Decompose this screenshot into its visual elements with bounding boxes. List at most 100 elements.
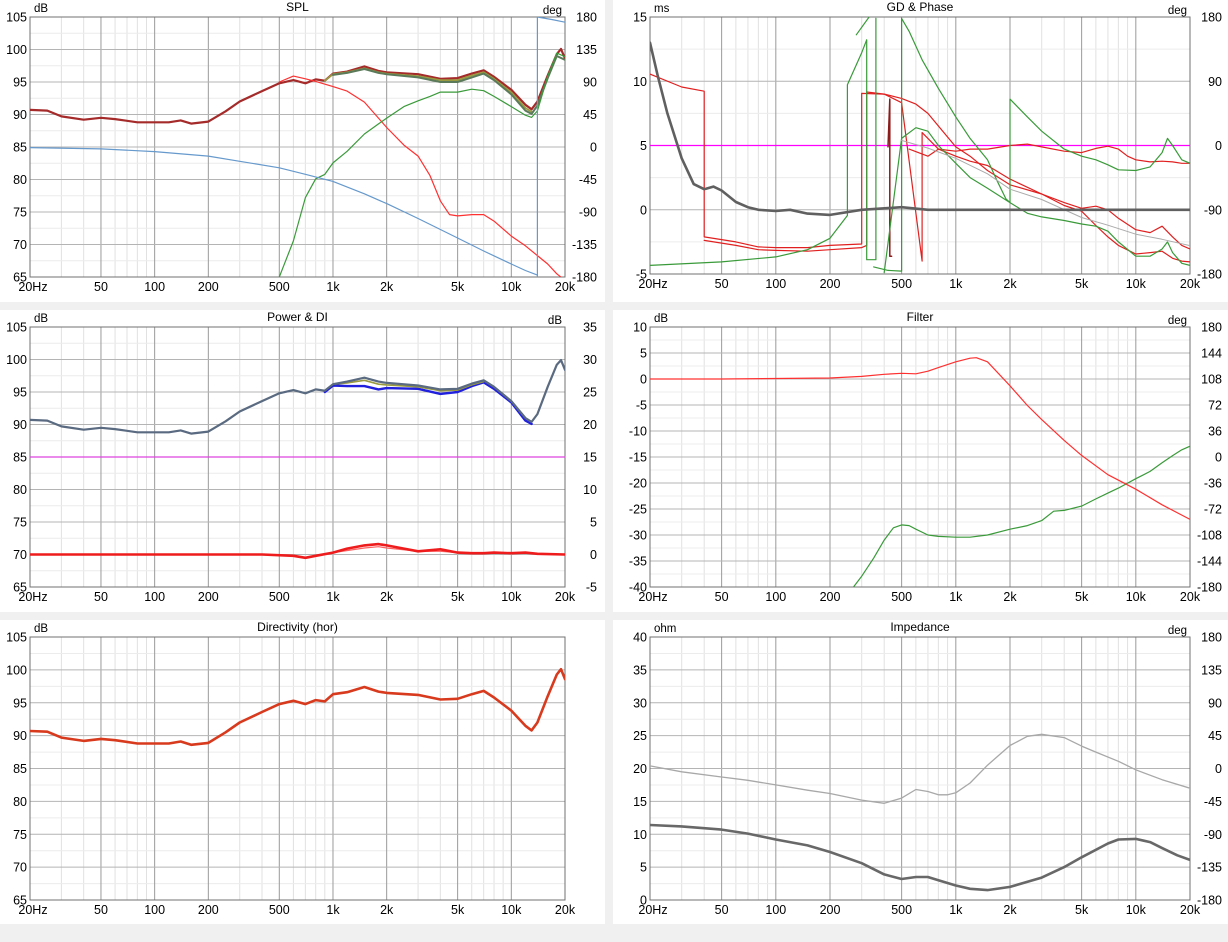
- x-tick-label: 20k: [555, 280, 576, 294]
- y-tick-label: 10: [633, 321, 647, 335]
- y-tick-label: 5: [640, 347, 647, 361]
- y-tick-label: 75: [13, 516, 27, 530]
- y2-tick-label: 45: [583, 108, 597, 122]
- x-tick-label: 20Hz: [638, 903, 667, 917]
- x-tick-label: 10k: [501, 280, 522, 294]
- series-line-6: [650, 17, 877, 266]
- left-unit-label: dB: [34, 313, 48, 325]
- series-group: [650, 357, 1190, 587]
- y-tick-label: 70: [13, 548, 27, 562]
- y-tick-label: -30: [629, 529, 647, 543]
- x-tick-label: 20k: [1180, 590, 1201, 604]
- chart-svg: Power & DI dB dB 65 70 75 80 85 90 95 100 105 -5 0 5 10…: [6, 310, 597, 604]
- y-tick-label: -35: [629, 555, 647, 569]
- y2-tick-label: -90: [579, 206, 597, 220]
- y-tick-label: 65: [13, 271, 27, 285]
- y2-tick-label: -90: [1204, 828, 1222, 842]
- plot-frame: [649, 326, 1191, 588]
- series-line-3: [332, 55, 565, 115]
- y2-tick-label: 0: [1215, 762, 1222, 776]
- left-unit-label: dB: [34, 3, 48, 15]
- right-unit-label: deg: [543, 5, 562, 17]
- y2-tick-label: 30: [583, 353, 597, 367]
- left-unit-label: dB: [34, 623, 48, 635]
- x-tick-label: 20k: [555, 903, 576, 917]
- y-tick-label: 65: [13, 894, 27, 908]
- left-unit-label: dB: [654, 313, 668, 325]
- plot-frame: [29, 636, 566, 901]
- x-tick-label: 1k: [949, 590, 963, 604]
- series-line-10: [901, 139, 1190, 247]
- y2-tick-label: 0: [1215, 451, 1222, 465]
- x-tick-label: 2k: [1003, 277, 1017, 291]
- chart-svg: GD & Phase ms deg -5 0 5 10 15 -180 -90 0 90 180 20Hz…: [633, 0, 1222, 291]
- x-tick-label: 500: [891, 277, 912, 291]
- y-tick-label: 15: [633, 11, 647, 25]
- series-line-2: [323, 381, 533, 426]
- plot-frame: [649, 636, 1191, 901]
- chart-title: SPL: [286, 0, 309, 14]
- x-tick-label: 5k: [451, 280, 465, 294]
- series-line-1: [852, 445, 1190, 587]
- y-tick-label: 100: [6, 353, 27, 367]
- major-gridlines: [649, 636, 1191, 901]
- series-line-5: [278, 52, 565, 277]
- chart-title: Filter: [907, 310, 934, 324]
- x-tick-label: 200: [820, 277, 841, 291]
- series-line-5: [887, 98, 893, 257]
- y2-tick-label: -180: [572, 271, 597, 285]
- y-tick-label: 100: [6, 663, 27, 677]
- x-tick-label: 100: [144, 590, 165, 604]
- y2-tick-label: -180: [1197, 268, 1222, 282]
- series-line-6: [30, 542, 565, 560]
- x-tick-label: 100: [144, 280, 165, 294]
- x-tick-label: 1k: [326, 903, 340, 917]
- power-di-chart-panel: Power & DI dB dB 65 70 75 80 85 90 95 100 105 -5 0 5 10…: [0, 310, 605, 612]
- x-tick-label: 100: [765, 277, 786, 291]
- x-tick-label: 20k: [1180, 277, 1201, 291]
- y2-tick-label: -72: [1204, 503, 1222, 517]
- y2-tick-label: 5: [590, 516, 597, 530]
- y-tick-label: 15: [633, 795, 647, 809]
- spl-chart-panel: SPL dB deg 65 70 75 80 85 90 95 100 105 -180 -135 -90 -…: [0, 0, 605, 302]
- y-tick-label: 70: [13, 238, 27, 252]
- x-tick-label: 2k: [1003, 590, 1017, 604]
- directivity-chart-panel: Directivity (hor) dB 65 70 75 80 85 90 95 100 105 2…: [0, 620, 605, 924]
- y2-tick-label: 90: [1208, 696, 1222, 710]
- x-tick-label: 50: [94, 590, 108, 604]
- y2-tick-label: 90: [1208, 75, 1222, 89]
- chart-title: Directivity (hor): [257, 620, 338, 634]
- x-tick-label: 500: [891, 903, 912, 917]
- y-tick-label: 105: [6, 11, 27, 25]
- right-unit-label: deg: [1168, 5, 1187, 17]
- series-line-6: [30, 147, 538, 276]
- y-tick-label: 0: [640, 373, 647, 387]
- x-tick-label: 20Hz: [18, 903, 47, 917]
- series-line-4: [278, 75, 562, 277]
- minor-gridlines: [650, 17, 1190, 274]
- y2-tick-label: -180: [1197, 581, 1222, 595]
- y-tick-label: 5: [640, 861, 647, 875]
- series-line-2: [650, 73, 1190, 263]
- x-tick-label: 5k: [451, 903, 465, 917]
- y-tick-label: 85: [13, 141, 27, 155]
- series-group: [30, 359, 565, 560]
- x-tick-label: 50: [715, 277, 729, 291]
- y2-tick-label: -36: [1204, 477, 1222, 491]
- y2-tick-label: 180: [576, 11, 597, 25]
- y2-tick-label: -135: [1197, 861, 1222, 875]
- y-tick-label: 95: [13, 76, 27, 90]
- series-line-7: [536, 17, 565, 277]
- x-tick-label: 10k: [501, 590, 522, 604]
- x-tick-label: 50: [94, 280, 108, 294]
- series-line-1: [30, 667, 565, 747]
- y-tick-label: 90: [13, 729, 27, 743]
- x-tick-label: 200: [198, 280, 219, 294]
- impedance-chart-panel: Impedance ohm deg 0 5 10 15 20 25 30 35 40 -180 -135 -…: [613, 620, 1228, 924]
- right-unit-label: deg: [1168, 625, 1187, 637]
- x-tick-label: 200: [820, 903, 841, 917]
- series-line-4: [908, 143, 1190, 164]
- y2-tick-label: 135: [576, 43, 597, 57]
- major-gridlines: [29, 636, 566, 901]
- y-tick-label: -5: [636, 268, 647, 282]
